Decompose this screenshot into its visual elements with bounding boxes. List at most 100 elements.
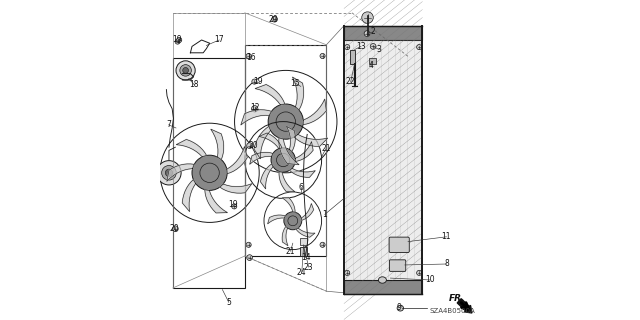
Text: 19: 19: [228, 200, 238, 209]
Circle shape: [320, 53, 325, 59]
Text: 19: 19: [172, 36, 182, 44]
Circle shape: [272, 16, 278, 22]
Text: 13: 13: [356, 42, 366, 51]
Polygon shape: [205, 190, 227, 213]
Circle shape: [246, 242, 252, 247]
Polygon shape: [220, 184, 252, 193]
Text: 24: 24: [297, 268, 307, 277]
Circle shape: [417, 270, 422, 276]
Circle shape: [344, 270, 349, 276]
Polygon shape: [294, 134, 328, 147]
Polygon shape: [282, 197, 295, 212]
Polygon shape: [255, 84, 285, 105]
Polygon shape: [260, 164, 273, 189]
Text: 20: 20: [249, 141, 259, 150]
Bar: [369, 58, 376, 64]
Circle shape: [232, 204, 237, 209]
Circle shape: [247, 143, 253, 148]
Polygon shape: [279, 138, 299, 165]
Text: FR.: FR.: [449, 294, 465, 303]
Circle shape: [175, 39, 180, 44]
Circle shape: [176, 61, 195, 80]
Polygon shape: [167, 164, 194, 181]
Text: 15: 15: [291, 79, 300, 88]
Text: 9: 9: [397, 303, 402, 312]
Polygon shape: [241, 110, 271, 125]
Circle shape: [162, 165, 176, 180]
Circle shape: [268, 104, 303, 139]
Text: 2: 2: [371, 28, 375, 36]
FancyBboxPatch shape: [389, 237, 410, 252]
Polygon shape: [176, 140, 207, 157]
Text: 7: 7: [166, 120, 171, 129]
Ellipse shape: [397, 305, 404, 311]
Text: 23: 23: [304, 263, 314, 272]
Circle shape: [183, 68, 188, 73]
Text: 18: 18: [189, 80, 199, 89]
Bar: [351, 50, 355, 64]
Circle shape: [284, 212, 302, 230]
Circle shape: [370, 44, 376, 49]
Polygon shape: [268, 215, 285, 224]
Text: 16: 16: [246, 53, 255, 62]
Polygon shape: [227, 147, 247, 174]
Circle shape: [165, 169, 173, 176]
Circle shape: [192, 155, 227, 190]
Text: 20: 20: [269, 15, 278, 24]
Bar: [245, 45, 326, 256]
Text: 11: 11: [442, 232, 451, 241]
Text: 8: 8: [444, 260, 449, 268]
Polygon shape: [282, 227, 288, 246]
Polygon shape: [287, 126, 295, 151]
Text: 22: 22: [346, 77, 355, 86]
Circle shape: [271, 148, 296, 172]
Polygon shape: [295, 141, 313, 162]
Text: 19: 19: [253, 77, 263, 86]
Polygon shape: [259, 133, 282, 148]
Text: 21: 21: [321, 144, 330, 153]
Polygon shape: [292, 77, 303, 110]
Circle shape: [177, 37, 182, 43]
Polygon shape: [211, 129, 224, 160]
Text: 3: 3: [377, 45, 381, 54]
Circle shape: [157, 161, 181, 185]
Bar: [173, 58, 245, 288]
Bar: [344, 280, 422, 294]
Text: 14: 14: [301, 253, 310, 262]
Text: SZA4B0500A: SZA4B0500A: [429, 308, 475, 314]
Polygon shape: [301, 204, 314, 220]
Bar: [344, 26, 422, 40]
Circle shape: [180, 65, 191, 76]
Polygon shape: [250, 152, 273, 164]
Circle shape: [246, 53, 252, 59]
FancyArrow shape: [457, 299, 472, 313]
Circle shape: [247, 255, 253, 260]
Text: 4: 4: [369, 61, 374, 70]
Circle shape: [320, 242, 325, 247]
Polygon shape: [279, 172, 295, 192]
Circle shape: [362, 12, 373, 23]
Ellipse shape: [378, 277, 387, 283]
Circle shape: [417, 44, 422, 50]
Bar: [300, 238, 307, 245]
Text: 17: 17: [214, 36, 224, 44]
Circle shape: [364, 31, 370, 36]
Polygon shape: [303, 99, 326, 125]
Text: 10: 10: [426, 276, 435, 284]
Text: 12: 12: [250, 103, 259, 112]
Circle shape: [173, 226, 178, 232]
Text: 5: 5: [227, 298, 231, 307]
Text: 1: 1: [323, 210, 327, 219]
Text: 6: 6: [298, 183, 303, 192]
Text: 20: 20: [169, 224, 179, 233]
Polygon shape: [254, 126, 271, 159]
Polygon shape: [182, 180, 196, 212]
Circle shape: [252, 106, 258, 112]
Text: 21: 21: [286, 247, 295, 256]
FancyBboxPatch shape: [389, 260, 406, 271]
Polygon shape: [289, 168, 316, 177]
Circle shape: [252, 79, 257, 84]
Circle shape: [344, 44, 349, 50]
Bar: [300, 247, 307, 256]
Polygon shape: [296, 228, 315, 237]
